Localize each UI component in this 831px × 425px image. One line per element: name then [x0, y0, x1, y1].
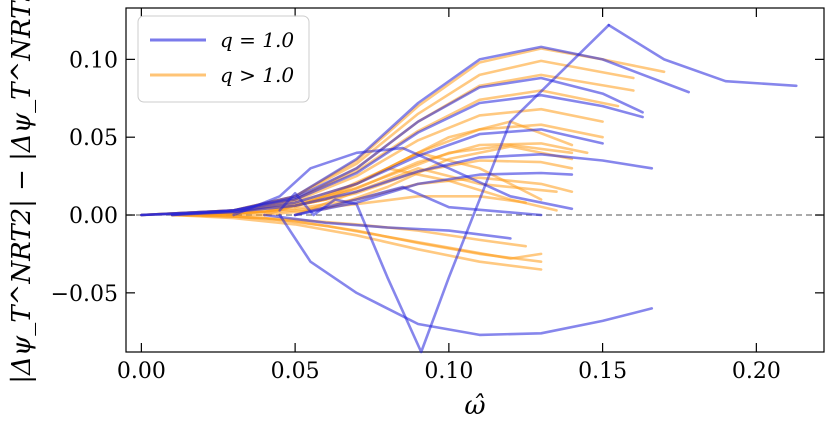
x-tick-label-1: 0.05 [271, 359, 320, 384]
y-tick-label-2: 0.05 [69, 126, 118, 151]
y-tick-label-3: 0.10 [69, 48, 118, 73]
legend-label-q-greater: q > 1.0 [220, 63, 294, 87]
plot-frame [125, 7, 825, 353]
series-lines [140, 23, 798, 354]
y-axis-label: |Δψ_T^NRT2| − |Δψ_T^NRT3| [7, 0, 37, 384]
series-line-q-equal-31 [278, 213, 654, 337]
series-line-q-greater-13 [201, 213, 543, 260]
x-axis-ticks: 0.00 0.05 0.10 0.15 0.20 [117, 8, 781, 384]
series-line-q-greater-16 [201, 143, 574, 217]
series-line-q-equal-24 [140, 153, 654, 217]
series-line-q-greater-12 [170, 213, 543, 271]
series-line-q-equal-25 [293, 171, 574, 217]
y-tick-label-1: 0.00 [69, 204, 118, 229]
legend-label-q-equal: q = 1.0 [220, 28, 294, 52]
x-tick-label-3: 0.15 [578, 359, 627, 384]
y-axis-ticks: −0.05 0.00 0.05 0.10 [51, 48, 824, 307]
series-line-q-equal-30 [607, 23, 798, 88]
series-line-q-equal-26 [232, 146, 574, 217]
series-line-q-greater-18 [293, 151, 543, 209]
x-tick-label-0: 0.00 [117, 359, 166, 384]
legend: q = 1.0 q > 1.0 [137, 15, 310, 103]
x-axis-label: ω̂ [464, 391, 485, 421]
legend-box [137, 15, 310, 103]
series-line-q-equal-28 [263, 213, 512, 240]
x-tick-label-4: 0.20 [732, 359, 781, 384]
y-tick-label-0: −0.05 [51, 282, 118, 307]
series-line-q-equal-27 [293, 185, 543, 217]
series-line-q-equal-29 [278, 23, 611, 354]
x-tick-label-2: 0.10 [424, 359, 473, 384]
